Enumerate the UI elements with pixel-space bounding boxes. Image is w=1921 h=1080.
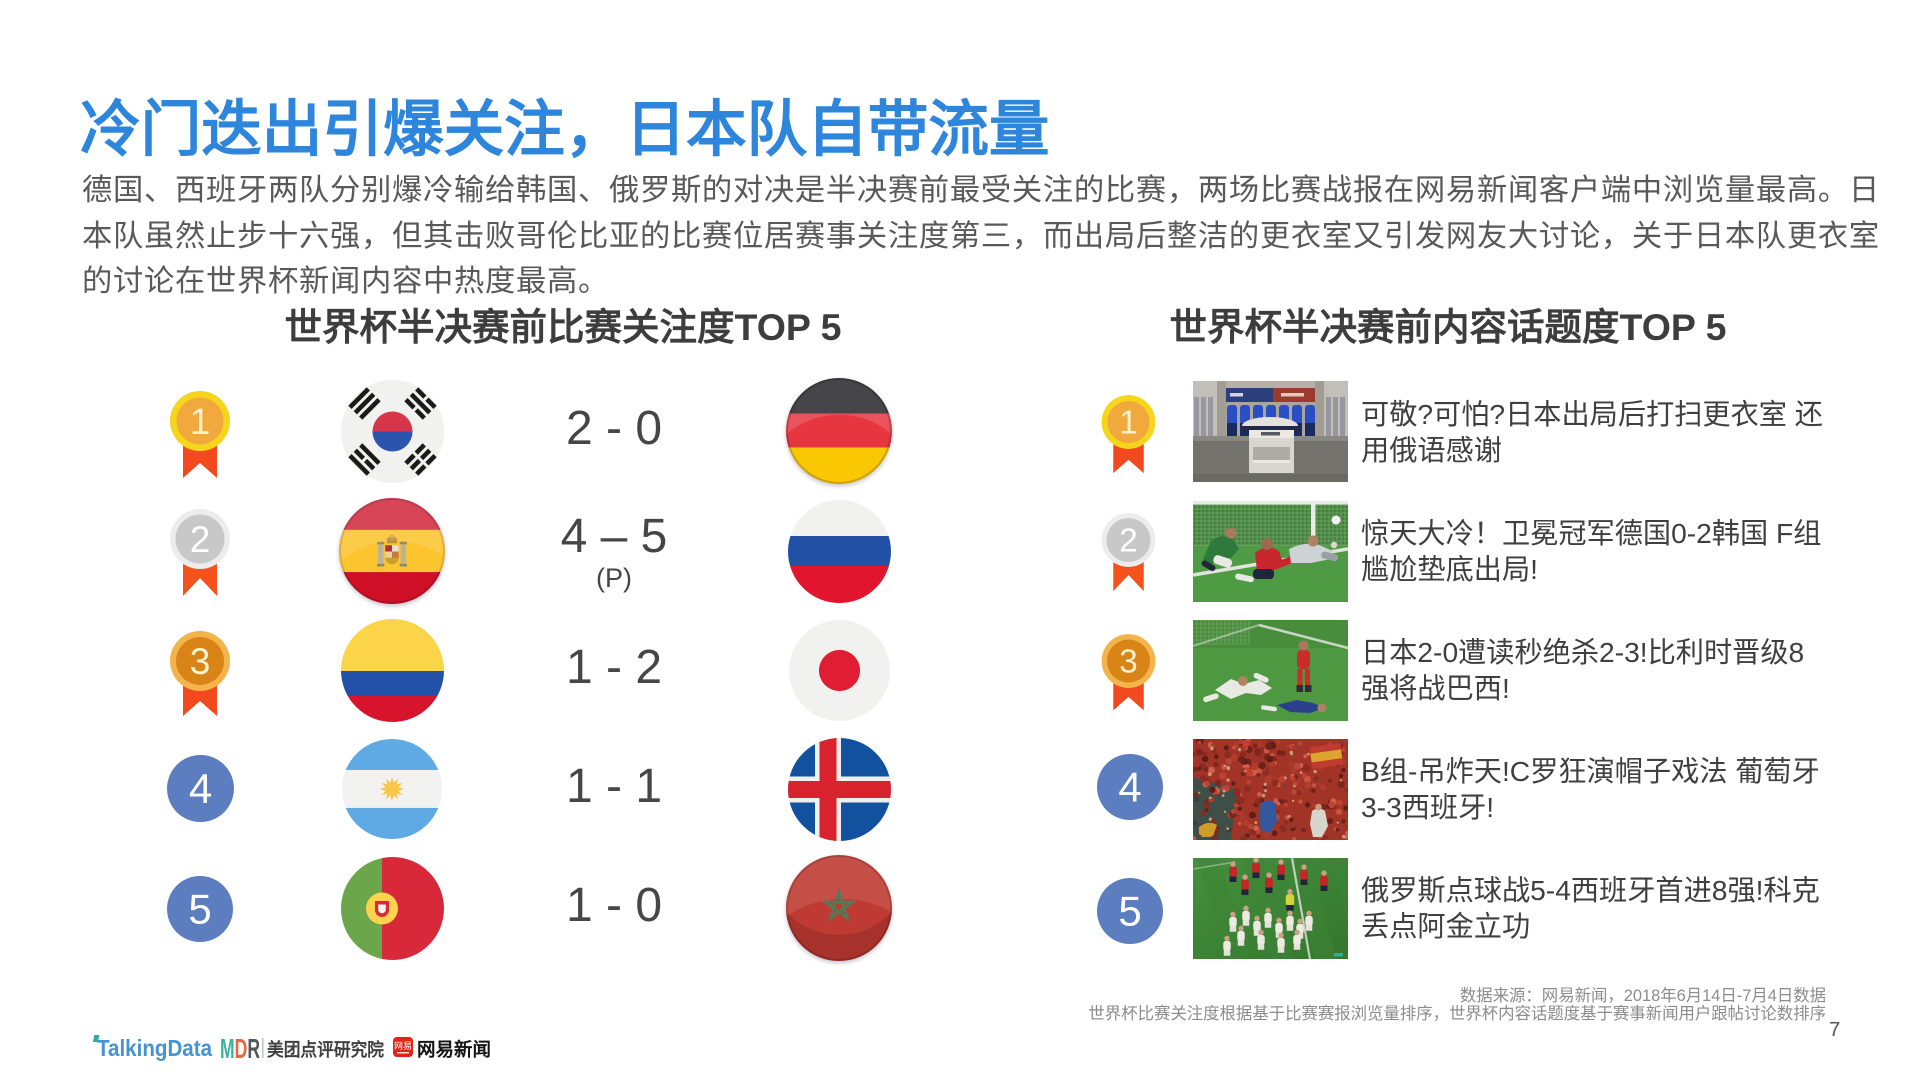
svg-text:5: 5 [188, 886, 211, 933]
svg-text:4: 4 [1118, 764, 1141, 811]
svg-text:2: 2 [190, 519, 211, 560]
svg-text:美团点评研究院: 美团点评研究院 [267, 1039, 384, 1060]
svg-text:5: 5 [1118, 888, 1141, 935]
svg-text:2: 2 [1120, 522, 1138, 559]
svg-text:4: 4 [189, 765, 212, 812]
svg-text:1: 1 [1120, 404, 1138, 441]
svg-text:1: 1 [190, 401, 211, 442]
svg-text:TalkingData: TalkingData [97, 1035, 212, 1061]
svg-text:网易新闻: 网易新闻 [417, 1039, 491, 1060]
svg-text:3: 3 [1120, 644, 1138, 681]
svg-text:3: 3 [190, 641, 211, 682]
svg-text:MDR: MDR [220, 1033, 260, 1064]
svg-text:网易: 网易 [394, 1041, 412, 1051]
